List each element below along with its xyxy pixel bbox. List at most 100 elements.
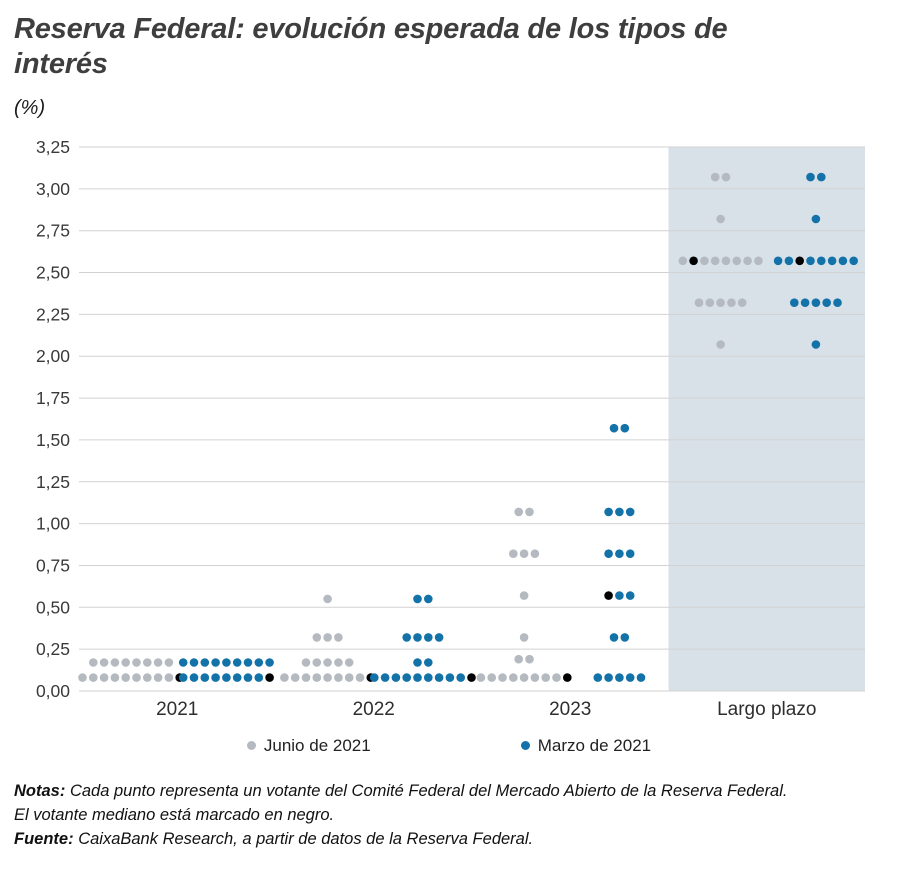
dot [132,657,141,667]
legend-label-junio: Junio de 2021 [263,735,371,755]
y-tick-label: 0,00 [36,681,70,701]
source-label: Fuente: [14,829,74,848]
dot [811,339,821,349]
dot [355,673,365,682]
dot [509,673,518,682]
dot [424,657,433,667]
y-tick-label: 3,25 [36,137,70,157]
dot [625,507,635,516]
dot [254,673,264,682]
dot [280,673,289,682]
dot [811,214,821,224]
median-dot [604,591,613,600]
dot [519,591,529,600]
source-line: Fuente: CaixaBank Research, a partir de … [14,828,884,852]
dot [211,673,220,682]
dot [99,657,109,667]
x-category-label: 2021 [156,699,198,720]
notes-line: Notas: Cada punto representa un votante … [14,780,884,828]
dot [413,632,422,642]
dot [604,673,613,682]
dot [833,298,842,307]
dot [243,673,253,682]
dot [110,673,120,682]
legend-dot-junio-icon [246,741,256,751]
dot [424,673,433,682]
dot [732,256,742,265]
dot [344,657,354,667]
dot [754,256,763,265]
dot [312,657,322,667]
dot [312,632,322,642]
dot [290,673,300,682]
y-tick-label: 2,50 [36,262,70,282]
dot [514,654,523,664]
dot [301,673,311,682]
dot [323,657,332,667]
dot [434,632,444,642]
dot [817,256,826,265]
dot [625,549,635,558]
dot [716,214,725,224]
dot [678,256,688,265]
median-dot [467,673,476,682]
dot [773,256,783,265]
y-tick-label: 1,50 [36,430,70,450]
dot [609,632,619,642]
dot [121,673,130,682]
dot [312,673,322,682]
dot [99,673,109,682]
dot [514,507,523,516]
dot [323,673,332,682]
dot [721,172,731,182]
dot [424,594,433,603]
legend: Junio de 2021 Marzo de 2021 [14,736,884,756]
dot-plot-chart: 0,00 0,25 0,50 0,75 1,00 1,25 1,50 1,75 2,00 2,25… [36,137,865,720]
dot [211,657,220,667]
dot [498,673,507,682]
y-tick-label: 0,25 [36,639,70,659]
unit-label: (%) [14,96,46,119]
dot [323,594,332,603]
dot [434,673,444,682]
dot [530,673,540,682]
dot [710,172,720,182]
largo-plazo-shaded-region [668,146,865,691]
dot [625,673,635,682]
dot [200,673,210,682]
legend-item-junio-2021: Junio de 2021 [246,735,371,756]
dot [609,423,619,433]
dot [811,298,821,307]
x-category-label: 2022 [353,699,395,720]
dot [334,657,343,667]
dot [153,673,163,682]
dot [849,256,858,265]
dot [694,298,704,307]
y-tick-label: 2,25 [36,304,70,324]
dot [344,673,354,682]
legend-item-marzo-2021: Marzo de 2021 [520,736,651,756]
dot [525,654,534,664]
dot [710,256,720,265]
dot [178,657,188,667]
dot [424,632,433,642]
median-dot [563,673,572,682]
dot [89,657,98,667]
dot [705,298,715,307]
dot [265,657,274,667]
dot [164,673,174,682]
notes-label: Notas: [14,781,66,800]
y-tick-label: 0,50 [36,597,70,617]
dot [476,673,486,682]
x-category-label: Largo plazo [717,699,816,720]
dot [604,507,613,516]
median-dot [689,256,698,265]
y-tick-label: 1,75 [36,388,70,408]
page-title: Reserva Federal: evolución esperada de l… [14,13,728,81]
dot [243,657,253,667]
dot [153,657,163,667]
dot [456,673,466,682]
dot [380,673,390,682]
dot [110,657,120,667]
